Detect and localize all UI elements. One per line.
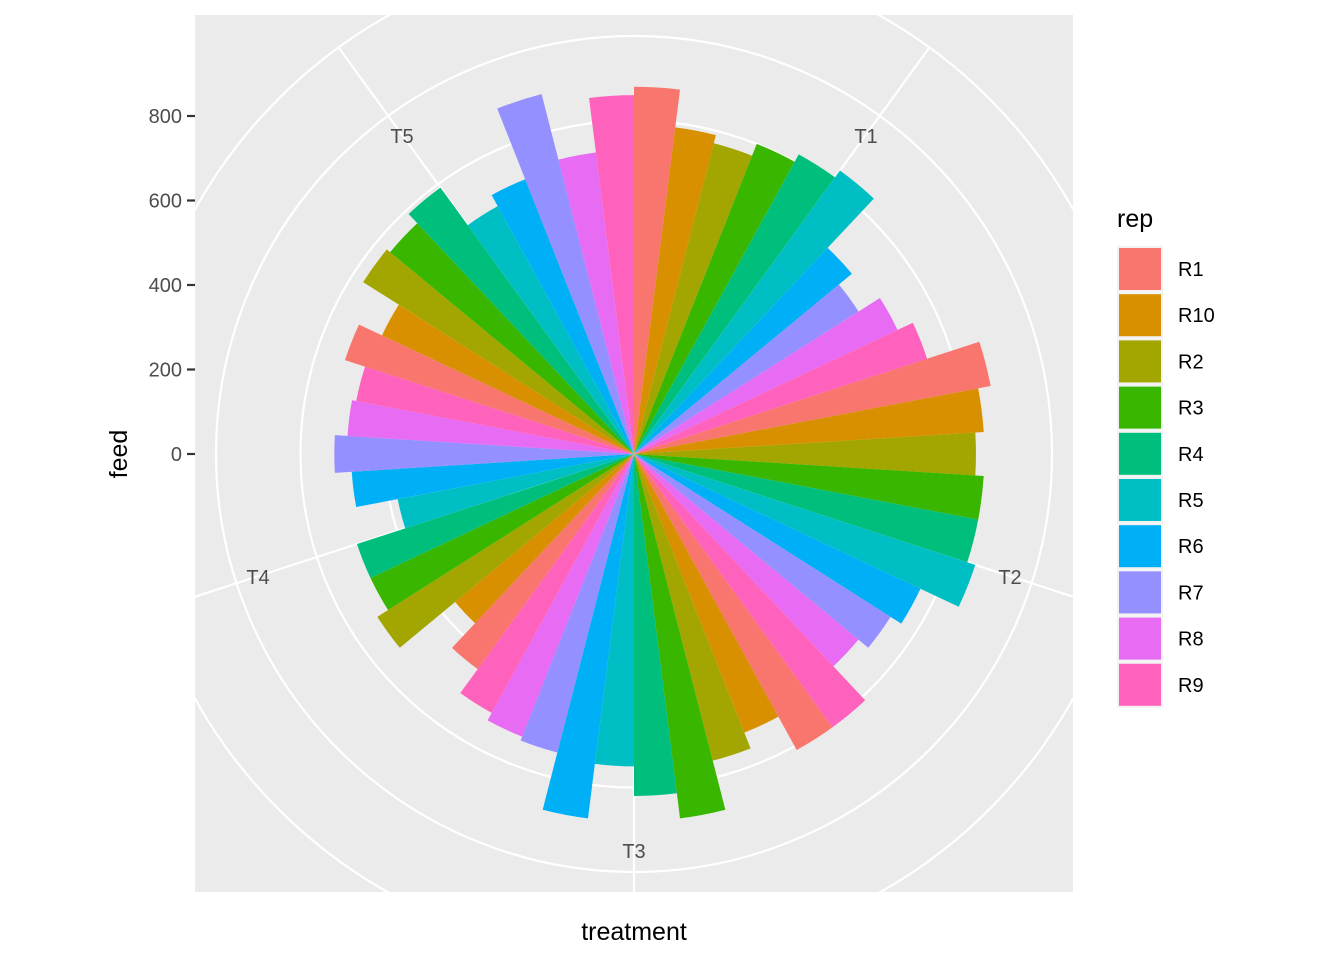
bar-r4-t2 (634, 454, 979, 563)
y-tick-label: 0 (171, 444, 182, 466)
legend-swatch-r6 (1119, 525, 1161, 568)
category-label-t3: T3 (622, 841, 645, 863)
legend-swatch-r8 (1119, 617, 1161, 660)
legend-label-r9: R9 (1178, 675, 1204, 697)
bar-r6-t1 (634, 247, 852, 454)
bar-r4-t5 (408, 187, 634, 455)
bar-r7-t3 (520, 454, 634, 753)
bar-r10-t3 (634, 454, 779, 733)
bar-r7-t1 (634, 284, 859, 454)
bar-r4-t4 (357, 454, 634, 579)
bar-r7-t2 (634, 454, 891, 648)
legend-swatch-r7 (1119, 571, 1161, 614)
bar-r8-t2 (634, 454, 859, 667)
bar-r6-t4 (351, 454, 634, 507)
legend-swatch-r3 (1119, 386, 1161, 429)
bar-r8-t5 (558, 152, 634, 454)
legend-label-r6: R6 (1178, 536, 1204, 558)
bar-r3-t4 (370, 454, 634, 611)
bar-r9-t2 (634, 454, 866, 728)
bar-r1-t5 (344, 324, 634, 454)
bar-r5-t3 (594, 454, 634, 767)
y-tick-label: 400 (149, 275, 182, 297)
bar-r7-t5 (497, 94, 634, 455)
bar-r9-t5 (589, 95, 634, 455)
bar-r4-t3 (634, 454, 677, 796)
bar-r1-t1 (634, 86, 681, 454)
bar-r3-t1 (634, 143, 795, 455)
bar-r3-t5 (390, 223, 634, 454)
bar-r2-t4 (377, 454, 634, 648)
legend-label-r10: R10 (1178, 305, 1215, 327)
bar-r2-t2 (634, 432, 976, 476)
y-tick-label: 800 (149, 106, 182, 128)
bar-r2-t3 (634, 454, 751, 761)
y-axis: 0 200 400 600 800 (149, 106, 195, 466)
bar-r1-t4 (451, 454, 634, 670)
bar-r6-t2 (634, 454, 921, 624)
bar-r1-t2 (634, 341, 991, 454)
legend-label-r7: R7 (1178, 582, 1204, 604)
bar-r5-t5 (467, 206, 634, 454)
legend-swatch-r4 (1119, 432, 1161, 475)
y-tick-label: 600 (149, 191, 182, 213)
bar-r4-t1 (634, 154, 835, 454)
bar-r9-t1 (634, 322, 928, 454)
legend-label-r2: R2 (1178, 351, 1204, 373)
x-axis-title: treatment (581, 918, 687, 946)
legend-label-r4: R4 (1178, 444, 1204, 466)
bar-r6-t3 (542, 454, 634, 819)
bar-r9-t3 (460, 454, 634, 713)
legend-label-r8: R8 (1178, 629, 1204, 651)
legend-swatch-r10 (1119, 294, 1161, 337)
bar-r10-t5 (381, 304, 634, 454)
legend-swatch-r5 (1119, 479, 1161, 521)
bar-r8-t1 (634, 297, 898, 454)
legend: R1 R10 R2 R3 R4 R5 R6 R7 R8 R9 (1117, 246, 1215, 708)
bar-r8-t4 (347, 400, 634, 454)
y-axis-title: feed (105, 430, 133, 479)
legend-title: rep (1117, 205, 1153, 233)
bar-r10-t1 (634, 127, 716, 454)
bar-r10-t2 (634, 388, 984, 454)
bar-r1-t3 (634, 454, 833, 750)
bar-r3-t3 (634, 454, 726, 819)
bar-r2-t5 (363, 249, 634, 454)
bar-r8-t3 (487, 454, 634, 737)
legend-label-r1: R1 (1178, 259, 1204, 281)
bar-r3-t2 (634, 454, 984, 520)
bar-r10-t4 (455, 454, 634, 624)
bars (334, 86, 991, 819)
category-label-t4: T4 (246, 567, 269, 589)
legend-swatch-r1 (1119, 248, 1161, 290)
y-tick-label: 200 (149, 360, 182, 382)
bar-r5-t4 (397, 454, 634, 529)
bar-r9-t4 (356, 366, 634, 454)
bar-r5-t1 (634, 170, 874, 454)
category-label-t1: T1 (854, 126, 877, 148)
legend-label-r3: R3 (1178, 398, 1204, 420)
bar-r6-t5 (491, 179, 634, 454)
bar-r5-t2 (634, 454, 976, 607)
legend-swatch-r9 (1119, 663, 1161, 706)
category-label-t2: T2 (998, 567, 1021, 589)
bar-r7-t4 (334, 435, 634, 473)
bar-r2-t1 (634, 143, 753, 454)
legend-label-r5: R5 (1178, 490, 1204, 512)
category-label-t5: T5 (390, 126, 413, 148)
legend-swatch-r2 (1119, 340, 1161, 383)
